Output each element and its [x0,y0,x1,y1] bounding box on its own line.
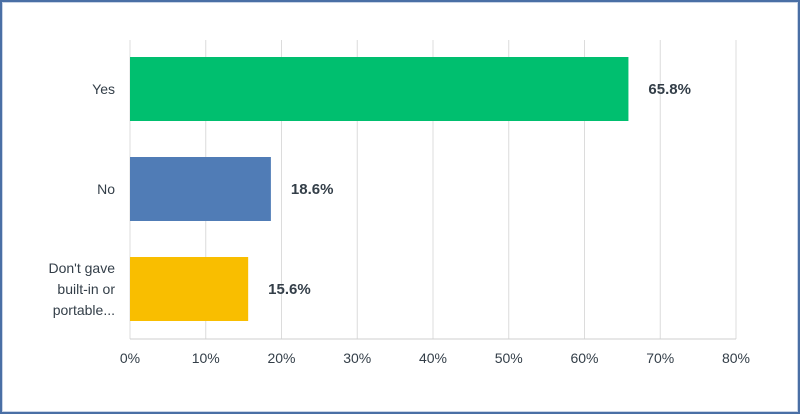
x-tick-label-70: 70% [646,350,674,366]
bar-1 [130,157,271,221]
x-tick-label-0: 0% [120,350,140,366]
value-label-1: 18.6% [291,181,334,198]
x-axis-tick-labels: 0% 10% 20% 30% 40% 50% 60% 70% 80% [120,350,750,366]
x-tick-label-10: 10% [192,350,220,366]
category-label-1-line-0: No [97,181,115,197]
category-label-0-line-0: Yes [92,81,115,97]
category-label-2-line-0: Don't gave [49,260,116,276]
x-tick-label-20: 20% [267,350,295,366]
bar-2 [130,257,249,321]
category-label-2-line-1: built-in or [57,281,115,297]
bar-0 [130,57,629,121]
category-label-2-line-2: portable... [53,302,115,318]
value-labels: 65.8% 18.6% 15.6% [268,81,691,298]
x-tick-label-80: 80% [722,350,750,366]
category-labels: Yes No Don't gave built-in or portable... [49,81,116,318]
x-tick-label-50: 50% [495,350,523,366]
bars [130,57,629,321]
x-tick-label-60: 60% [570,350,598,366]
value-label-0: 65.8% [648,81,691,98]
x-tick-label-40: 40% [419,350,447,366]
x-tick-label-30: 30% [343,350,371,366]
value-label-2: 15.6% [268,281,311,298]
